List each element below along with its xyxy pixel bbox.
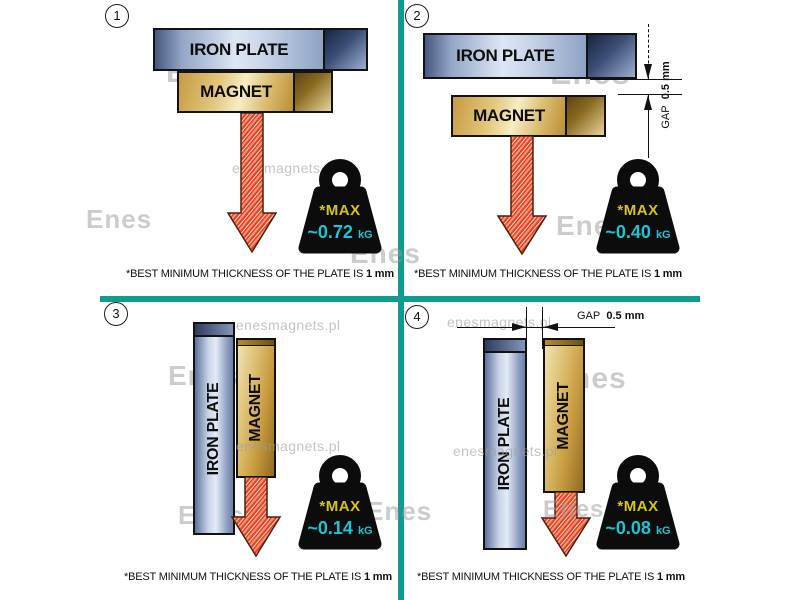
panel4-pull-force-arrow-icon bbox=[540, 492, 592, 558]
watermark-logo: Enes bbox=[366, 496, 433, 526]
panel1-value-number: ~0.72 bbox=[307, 222, 353, 242]
panel3-pull-force-arrow-icon bbox=[230, 477, 282, 558]
watermark-logo: Enes bbox=[86, 204, 153, 234]
panel1-iron-plate: IRON PLATE bbox=[153, 28, 325, 71]
panel2-caption: *BEST MINIMUM THICKNESS OF THE PLATE IS … bbox=[398, 268, 698, 280]
kettlebell-icon bbox=[596, 159, 680, 254]
panel1-caption-text: *BEST MINIMUM THICKNESS OF THE PLATE IS bbox=[126, 268, 364, 280]
panel2-pull-force-arrow-icon bbox=[496, 136, 548, 256]
panel1-max-label: *MAX bbox=[319, 202, 361, 219]
panel1-weight-icon: *MAX ~0.72 kG bbox=[292, 158, 388, 262]
panel2-value-number: ~0.40 bbox=[605, 222, 651, 242]
panel2-magnet: MAGNET bbox=[451, 95, 567, 137]
panel1-iron-plate-label: IRON PLATE bbox=[189, 39, 289, 59]
panel2-extension-line bbox=[618, 94, 682, 95]
panel3-iron-plate-top-face bbox=[195, 324, 233, 337]
panel3-magnet-label: MAGNET bbox=[247, 374, 264, 442]
panel1-caption: *BEST MINIMUM THICKNESS OF THE PLATE IS … bbox=[110, 268, 410, 280]
panel1-iron-plate-side-face bbox=[323, 28, 368, 71]
panel2-weight-icon: *MAX ~0.40 kG bbox=[590, 158, 686, 262]
panel4-iron-plate-top-face bbox=[485, 340, 525, 353]
panel2-dimension-line bbox=[648, 95, 649, 158]
panel2-max-label: *MAX bbox=[617, 202, 659, 219]
panel4-magnet-top-face bbox=[545, 340, 583, 346]
panel3-number-badge: 3 bbox=[104, 302, 128, 326]
watermark-url: enesmagnets.pl bbox=[236, 438, 341, 454]
panel4-caption-bold: 1 mm bbox=[657, 571, 685, 583]
kettlebell-icon bbox=[298, 159, 382, 254]
panel4-dimension-arrow-right-icon bbox=[512, 323, 526, 331]
panel2-iron-plate: IRON PLATE bbox=[423, 33, 588, 79]
panel3-caption: *BEST MINIMUM THICKNESS OF THE PLATE IS … bbox=[108, 571, 408, 583]
panel1-caption-bold: 1 mm bbox=[366, 268, 394, 280]
panel3-iron-plate: IRON PLATE bbox=[193, 322, 235, 535]
horizontal-divider bbox=[100, 296, 700, 302]
watermark-url: enesmagnets.pl bbox=[453, 443, 558, 459]
panel2-value-unit: kG bbox=[655, 229, 671, 241]
panel2-extension-line bbox=[590, 79, 682, 80]
panel2-iron-plate-label: IRON PLATE bbox=[456, 46, 555, 65]
panel3-iron-plate-label: IRON PLATE bbox=[205, 382, 222, 475]
panel1-pull-force-arrow-icon bbox=[226, 113, 278, 254]
panel4-caption-text: *BEST MINIMUM THICKNESS OF THE PLATE IS bbox=[417, 571, 655, 583]
panel3-caption-text: *BEST MINIMUM THICKNESS OF THE PLATE IS bbox=[124, 571, 362, 583]
panel1-magnet-label: MAGNET bbox=[200, 82, 272, 101]
panel2-number-badge: 2 bbox=[405, 4, 429, 28]
panel2-weight-value: ~0.40 kG bbox=[590, 222, 686, 243]
panel3-weight-value: ~0.14 kG bbox=[292, 518, 388, 539]
panel4-extension-line bbox=[542, 307, 543, 349]
panel2-caption-bold: 1 mm bbox=[654, 268, 682, 280]
panel3-magnet: MAGNET bbox=[236, 338, 276, 478]
panel4-magnet-label: MAGNET bbox=[555, 381, 572, 450]
panel2-caption-text: *BEST MINIMUM THICKNESS OF THE PLATE IS bbox=[414, 268, 652, 280]
watermark-url: enesmagnets.pl bbox=[236, 317, 341, 333]
panel4-value-number: ~0.08 bbox=[605, 518, 651, 538]
panel3-value-number: ~0.14 bbox=[307, 518, 353, 538]
panel1-magnet-side-face bbox=[293, 71, 333, 113]
panel4-value-unit: kG bbox=[655, 525, 671, 537]
panel4-iron-plate: IRON PLATE bbox=[483, 338, 527, 550]
panel3-magnet-top-face bbox=[238, 340, 274, 346]
panel2-dimension-arrow-down-icon bbox=[644, 64, 652, 79]
panel4-number-badge: 4 bbox=[405, 305, 429, 329]
panel4-max-label: *MAX bbox=[617, 498, 659, 515]
panel4-gap-label: GAP 0.5 mm bbox=[577, 310, 644, 322]
panel4-weight-value: ~0.08 kG bbox=[590, 518, 686, 539]
panel2-gap-value: 0.5 mm bbox=[660, 61, 672, 100]
panel2-dimension-dash-line bbox=[648, 24, 649, 79]
panel2-gap-label: GAP 0.5 mm bbox=[660, 30, 672, 160]
panel3-max-label: *MAX bbox=[319, 498, 361, 515]
panel4-magnet: MAGNET bbox=[543, 338, 585, 493]
panel4-gap-value: 0.5 mm bbox=[606, 310, 645, 322]
panel1-value-unit: kG bbox=[357, 229, 373, 241]
panel4-dimension-arrow-left-icon bbox=[544, 323, 558, 331]
panel4-dimension-line bbox=[457, 327, 615, 328]
watermark-logo: Enes bbox=[543, 496, 605, 523]
panel2-iron-plate-side-face bbox=[586, 33, 637, 79]
panel4-caption: *BEST MINIMUM THICKNESS OF THE PLATE IS … bbox=[401, 571, 701, 583]
panel1-number-badge: 1 bbox=[105, 4, 129, 28]
panel2-gap-word: GAP bbox=[660, 105, 672, 129]
panel4-weight-icon: *MAX ~0.08 kG bbox=[590, 454, 686, 558]
panel1-magnet: MAGNET bbox=[177, 71, 295, 113]
panel1-weight-value: ~0.72 kG bbox=[292, 222, 388, 243]
panel2-magnet-label: MAGNET bbox=[473, 106, 545, 125]
panel3-value-unit: kG bbox=[357, 525, 373, 537]
panel3-weight-icon: *MAX ~0.14 kG bbox=[292, 454, 388, 558]
panel4-extension-line bbox=[526, 307, 527, 349]
panel4-gap-word: GAP bbox=[577, 310, 601, 322]
kettlebell-icon bbox=[596, 455, 680, 550]
kettlebell-icon bbox=[298, 455, 382, 550]
panel2-magnet-side-face bbox=[565, 95, 606, 137]
panel3-caption-bold: 1 mm bbox=[364, 571, 392, 583]
